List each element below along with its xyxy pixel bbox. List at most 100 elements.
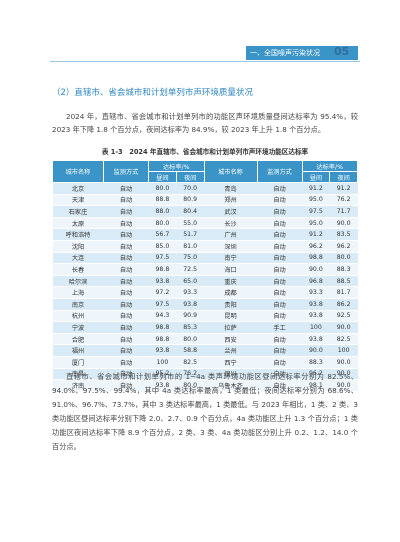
method-cell: 自动	[103, 275, 149, 288]
day-rate-cell: 96.2	[302, 240, 330, 253]
city-cell: 石家庄	[52, 205, 104, 218]
city-cell: 太原	[52, 217, 104, 230]
night-rate-cell: 93.3	[176, 286, 204, 299]
col-rate-header-2: 达标率/%	[301, 160, 358, 172]
table-row: 长春 自动 98.8 72.5 海口 自动 90.0 88.3	[52, 263, 358, 276]
method-cell: 自动	[103, 344, 149, 357]
method-cell: 自动	[103, 205, 149, 218]
table-row: 哈尔滨 自动 93.8 65.0 重庆 自动 96.8 88.5	[52, 275, 358, 288]
method-cell: 自动	[103, 228, 149, 241]
method-cell: 自动	[103, 356, 149, 369]
table-row: 厦门 自动 100 82.5 西宁 自动 88.3 90.0	[52, 356, 358, 369]
night-rate-cell: 100	[329, 344, 358, 357]
day-rate-cell: 85.0	[148, 240, 177, 253]
day-rate-cell: 93.8	[148, 275, 177, 288]
night-rate-cell: 80.0	[176, 379, 204, 392]
night-rate-cell: 92.5	[329, 310, 358, 323]
night-rate-cell: 88.3	[329, 263, 358, 276]
day-rate-cell: 95.0	[302, 217, 330, 230]
night-rate-cell: 90.0	[329, 379, 358, 392]
city-cell: 深圳	[204, 240, 257, 253]
day-rate-cell: 80.0	[148, 217, 177, 230]
night-rate-cell: 90.9	[176, 310, 204, 323]
night-rate-cell: 71.7	[329, 205, 358, 218]
city-cell: 武汉	[204, 205, 257, 218]
night-rate-cell: 76.2	[176, 368, 204, 381]
day-rate-cell: 93.8	[302, 298, 330, 311]
night-rate-cell: 83.5	[329, 228, 358, 241]
method-cell: 自动	[103, 286, 149, 299]
method-cell: 自动	[257, 368, 302, 381]
day-rate-cell: 91.2	[302, 228, 330, 241]
header-section-bar	[246, 46, 358, 60]
method-cell: 自动	[257, 194, 302, 207]
header-section-title: 一、全国噪声污染状况	[250, 49, 320, 57]
city-cell: 北京	[52, 182, 104, 195]
method-cell: 自动	[103, 310, 149, 323]
day-rate-cell: 97.5	[302, 205, 330, 218]
day-rate-cell: 93.8	[302, 310, 330, 323]
day-rate-cell: 88.3	[302, 356, 330, 369]
day-rate-cell: 98.8	[148, 333, 177, 346]
night-rate-cell: 55.0	[176, 217, 204, 230]
method-cell: 自动	[257, 263, 302, 276]
night-rate-cell: 75.0	[176, 252, 204, 265]
intro-paragraph: 2024 年，直辖市、省会城市和计划单列市的功能区声环境质量昼间达标率为 95.…	[52, 112, 358, 134]
method-cell: 自动	[257, 240, 302, 253]
section-title: （2）直辖市、省会城市和计划单列市声环境质量状况	[52, 88, 253, 98]
method-cell: 自动	[103, 333, 149, 346]
table-row: 福州 自动 93.8 58.8 兰州 自动 90.0 100	[52, 344, 358, 357]
day-rate-cell: 95.0	[302, 194, 330, 207]
day-rate-cell: 98.8	[148, 321, 177, 334]
night-rate-cell: 86.2	[329, 298, 358, 311]
city-cell: 西宁	[204, 356, 257, 369]
city-cell: 长沙	[204, 217, 257, 230]
city-cell: 大连	[52, 252, 104, 265]
method-cell: 自动	[103, 194, 149, 207]
night-rate-cell: 70.0	[176, 182, 204, 195]
day-rate-cell: 94.3	[148, 310, 177, 323]
city-cell: 杭州	[52, 310, 104, 323]
method-cell: 自动	[257, 379, 302, 392]
night-rate-cell: 88.5	[329, 275, 358, 288]
night-rate-cell: 91.2	[329, 182, 358, 195]
day-rate-cell: 98.8	[302, 252, 330, 265]
method-cell: 自动	[103, 321, 149, 334]
city-cell: 银川	[204, 368, 257, 381]
night-rate-cell: 81.7	[329, 286, 358, 299]
day-rate-cell: 56.7	[148, 228, 177, 241]
night-rate-cell: 82.5	[329, 333, 358, 346]
compliance-rate-table: 城市名称 监测方式 达标率/% 城市名称 监测方式 达标率/% 昼间 夜间 昼间…	[52, 160, 358, 392]
day-rate-cell: 95.2	[148, 368, 177, 381]
day-rate-cell: 93.8	[148, 379, 177, 392]
method-cell: 自动	[257, 228, 302, 241]
city-cell: 沈阳	[52, 240, 104, 253]
method-cell: 自动	[103, 379, 149, 392]
col-night-header: 夜间	[175, 171, 205, 183]
method-cell: 自动	[257, 298, 302, 311]
day-rate-cell: 80.0	[148, 182, 177, 195]
city-cell: 南宁	[204, 252, 257, 265]
day-rate-cell: 88.8	[148, 194, 177, 207]
table-row: 太原 自动 80.0 55.0 长沙 自动 95.0 90.0	[52, 217, 358, 230]
method-cell: 自动	[103, 298, 149, 311]
method-cell: 自动	[103, 263, 149, 276]
col-day-header: 昼间	[148, 171, 177, 183]
table-row: 杭州 自动 94.3 90.9 昆明 自动 93.8 92.5	[52, 310, 358, 323]
city-cell: 兰州	[204, 344, 257, 357]
day-rate-cell: 98.1	[302, 379, 330, 392]
city-cell: 成都	[204, 286, 257, 299]
city-cell: 合肥	[52, 333, 104, 346]
day-rate-cell: 97.2	[148, 286, 177, 299]
city-cell: 长春	[52, 263, 104, 276]
city-cell: 天津	[52, 194, 104, 207]
city-cell: 宁波	[52, 321, 104, 334]
night-rate-cell: 80.9	[176, 194, 204, 207]
city-cell: 厦门	[52, 356, 104, 369]
night-rate-cell: 51.7	[176, 228, 204, 241]
night-rate-cell: 58.8	[176, 344, 204, 357]
day-rate-cell: 90.0	[302, 344, 330, 357]
day-rate-cell: 100	[302, 321, 330, 334]
city-cell: 郑州	[204, 194, 257, 207]
city-cell: 拉萨	[204, 321, 257, 334]
